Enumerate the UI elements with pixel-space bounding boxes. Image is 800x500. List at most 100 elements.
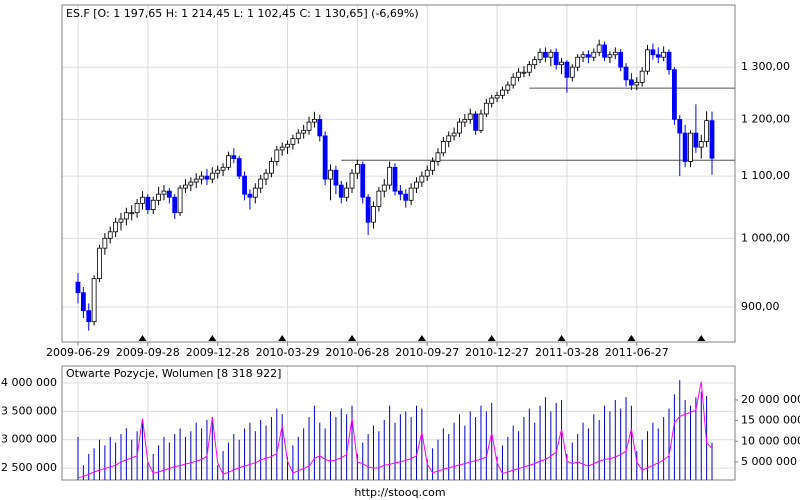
candle-body (220, 166, 226, 171)
candle-body (145, 196, 151, 210)
candle-body (328, 169, 333, 180)
candle-body (365, 196, 371, 223)
candle-body (580, 54, 586, 58)
candle-body (634, 81, 640, 86)
candle-body (655, 54, 661, 58)
candle-body (671, 69, 677, 120)
y2-tick-label: 15 000 000 (741, 414, 800, 427)
candle-body (467, 113, 473, 120)
candle-body (312, 118, 317, 123)
candle-body (650, 49, 656, 56)
candle-body (510, 76, 516, 86)
candle-body (505, 84, 511, 91)
candle-body (360, 163, 366, 198)
candle-body (618, 51, 624, 68)
candle-body (612, 51, 618, 56)
candle-body (290, 138, 296, 145)
candle-body (430, 161, 436, 171)
candle-body (161, 190, 167, 195)
y-tick-label: 1 300,00 (741, 60, 790, 73)
candle-body (575, 56, 581, 68)
candle-body (387, 166, 393, 186)
expiry-marker (208, 335, 217, 341)
candle-body (419, 175, 425, 183)
y-tick-label: 2 500 000 (1, 461, 57, 474)
candle-body (677, 118, 683, 134)
candle-body (483, 102, 489, 115)
candle-body (586, 54, 591, 58)
candle-body (204, 175, 210, 180)
candle-body (462, 118, 468, 123)
candle-body (317, 118, 323, 137)
x-tick-label: 2010-06-28 (325, 346, 389, 359)
candle-body (306, 121, 312, 131)
candle-body (451, 132, 457, 137)
y-tick-label: 3 000 000 (1, 433, 57, 446)
candle-body (199, 175, 204, 180)
candle-body (392, 166, 398, 192)
expiry-marker (278, 335, 287, 341)
candle-body (322, 135, 328, 180)
candle-body (424, 169, 430, 177)
candle-body (177, 187, 183, 214)
candle-body (118, 218, 124, 223)
expiry-marker (138, 335, 147, 341)
candle-body (553, 51, 559, 66)
candle-body (301, 129, 307, 134)
candle-body (693, 132, 699, 148)
candle-body (166, 190, 172, 198)
candle-body (279, 146, 285, 151)
candle-body (86, 310, 92, 323)
plot-frame (61, 4, 736, 343)
candle-body (75, 281, 81, 294)
candle-body (344, 187, 350, 198)
candle-body (414, 181, 419, 189)
x-tick-label: 2009-09-28 (116, 346, 180, 359)
candle-body (688, 132, 693, 162)
candle-body (516, 71, 521, 78)
candle-body (209, 172, 215, 180)
x-tick-label: 2009-12-28 (186, 346, 250, 359)
x-tick-label: 2010-12-27 (465, 346, 529, 359)
expiry-marker (557, 335, 566, 341)
candle-body (91, 278, 97, 323)
y-tick-label: 3 500 000 (1, 404, 57, 417)
x-tick-label: 2011-06-27 (605, 346, 669, 359)
candle-body (269, 161, 274, 174)
candle-body (532, 59, 538, 66)
candle-body (666, 51, 672, 71)
candle-body (215, 169, 221, 174)
y2-tick-label: 10 000 000 (741, 434, 800, 447)
title-bg (63, 367, 275, 381)
candle-body (183, 184, 188, 189)
candle-body (252, 187, 258, 198)
candle-body (129, 212, 135, 215)
candle-body (639, 70, 645, 83)
panel-title: Otwarte Pozycje, Wolumen [8 318 922] (66, 367, 281, 380)
candle-body (457, 121, 462, 134)
candle-body (263, 172, 269, 180)
candle-body (403, 193, 409, 201)
candle-body (193, 178, 199, 183)
candle-body (602, 44, 607, 58)
y-tick-label: 1 000,00 (741, 231, 790, 244)
candle-body (569, 66, 575, 78)
x-tick-label: 2010-03-29 (256, 346, 320, 359)
candle-body (295, 132, 301, 140)
footer: http://stooq.com (354, 486, 445, 499)
candle-body (440, 141, 446, 154)
candle-body (150, 199, 156, 210)
candle-body (446, 135, 452, 142)
candle-body (543, 51, 548, 58)
candle-body (123, 212, 129, 220)
candle-body (682, 132, 688, 162)
expiry-marker (627, 335, 636, 341)
candle-body (258, 178, 264, 189)
candle-body (494, 94, 500, 99)
y2-tick-label: 20 000 000 (741, 393, 800, 406)
candle-body (333, 169, 339, 186)
candle-body (338, 184, 344, 198)
y-tick-label: 1 100,00 (741, 169, 790, 182)
candle-body (397, 190, 403, 195)
